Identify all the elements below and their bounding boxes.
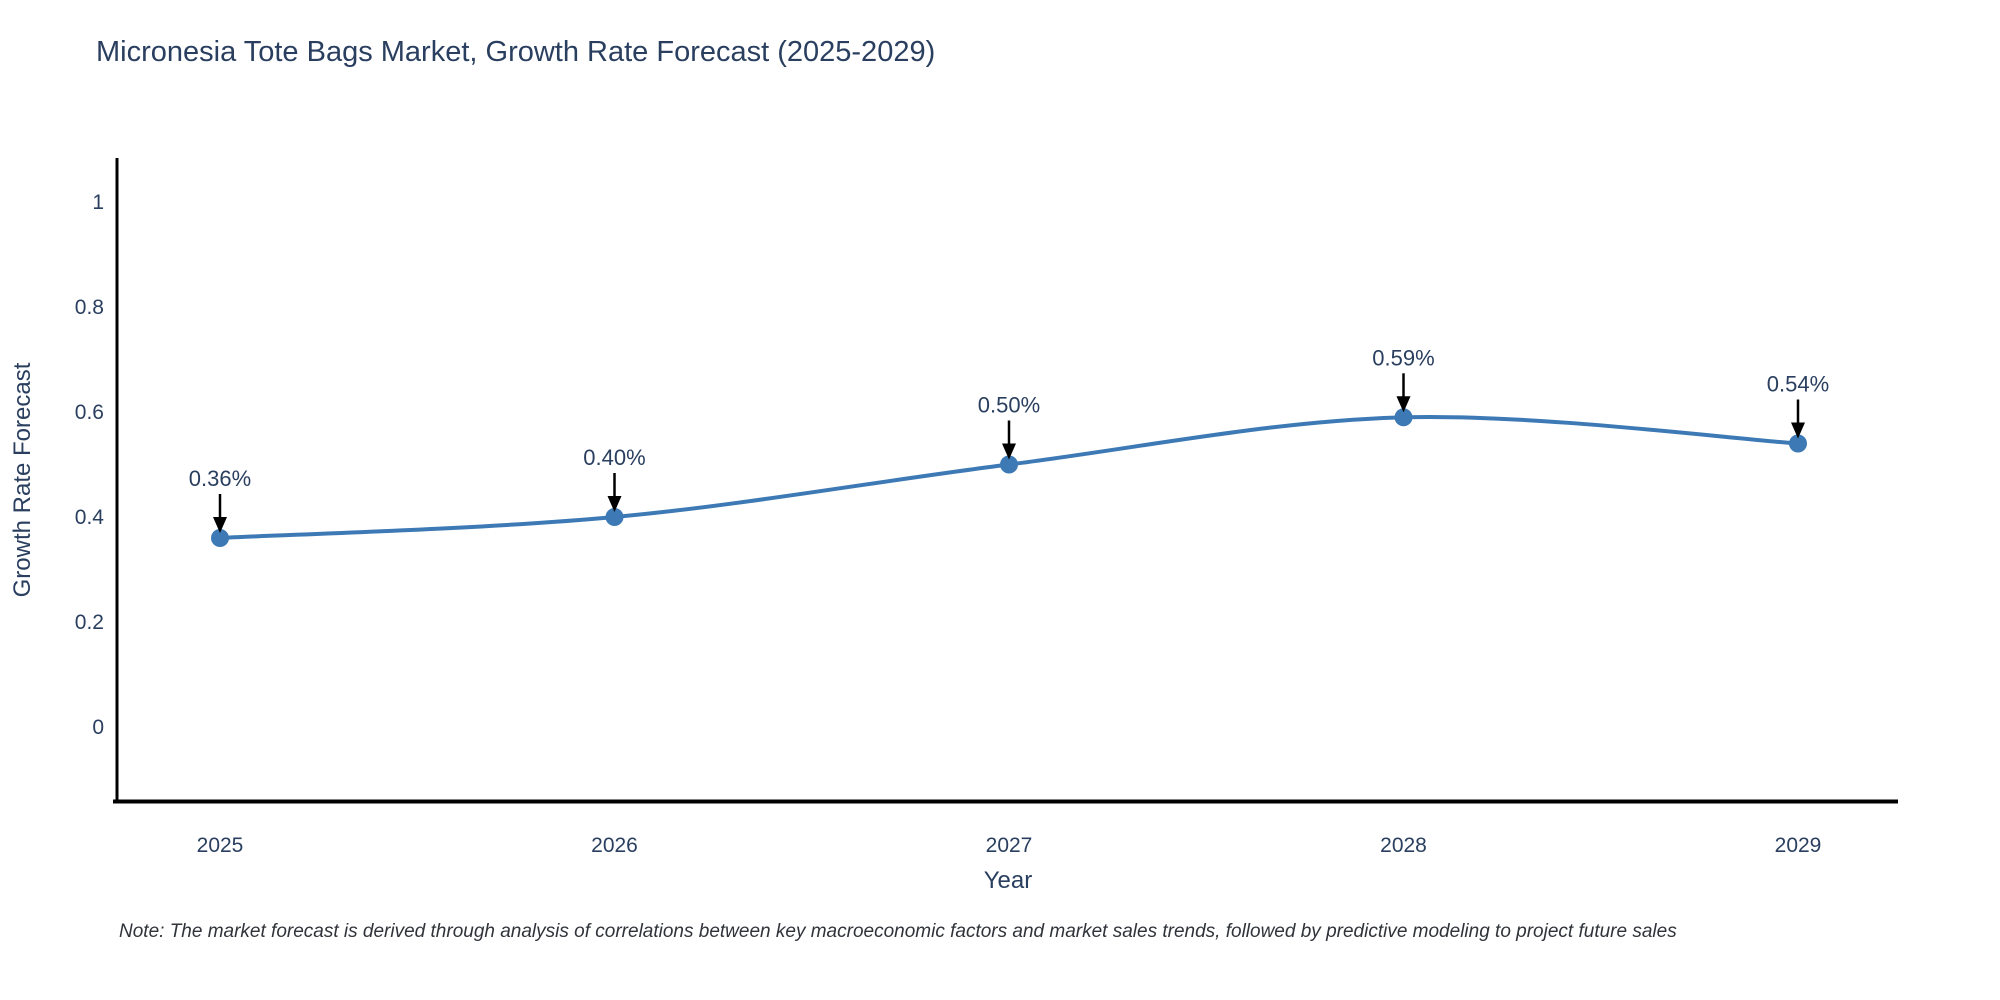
x-tick-label: 2025 [197,834,244,857]
data-point-label: 0.59% [1372,345,1434,370]
x-tick-label: 2026 [591,834,638,857]
data-point-label: 0.54% [1767,372,1829,397]
x-tick-label: 2027 [986,834,1033,857]
annotation-arrowhead-icon [213,517,227,533]
annotation-arrowhead-icon [607,496,622,512]
data-point-label: 0.36% [189,466,251,491]
data-point-label: 0.40% [583,445,645,470]
chart-title: Micronesia Tote Bags Market, Growth Rate… [96,36,936,68]
annotations-group: 0.36% 0.40% 0.50% 0.59% 0.54% [189,345,1829,533]
data-point-marker [211,529,229,547]
annotation-arrowhead-icon [1002,443,1016,460]
x-tick-label: 2029 [1775,834,1822,857]
data-point-marker [1789,434,1807,453]
data-point-marker [1394,408,1413,427]
y-axis-ticks: 0 0.2 0.4 0.6 0.8 1 [75,191,105,739]
x-axis-title: Year [984,867,1033,894]
y-tick-label: 0.8 [75,296,104,319]
x-axis-ticks: 2025 2026 2027 2028 2029 [197,834,1822,857]
annotation-arrowhead-icon [1396,396,1411,413]
data-point-marker [1000,455,1018,474]
data-markers-group [211,408,1807,547]
y-tick-label: 0.2 [75,611,104,634]
y-tick-label: 0.4 [75,506,105,529]
footnote: Note: The market forecast is derived thr… [119,921,1677,942]
data-point-label: 0.50% [978,393,1040,418]
y-tick-label: 0 [92,716,104,739]
y-tick-label: 1 [92,191,104,214]
y-tick-label: 0.6 [75,401,104,424]
data-point-marker [605,508,624,526]
annotation-arrowhead-icon [1791,422,1805,439]
x-tick-label: 2028 [1380,834,1427,857]
y-axis-title: Growth Rate Forecast [9,362,36,597]
